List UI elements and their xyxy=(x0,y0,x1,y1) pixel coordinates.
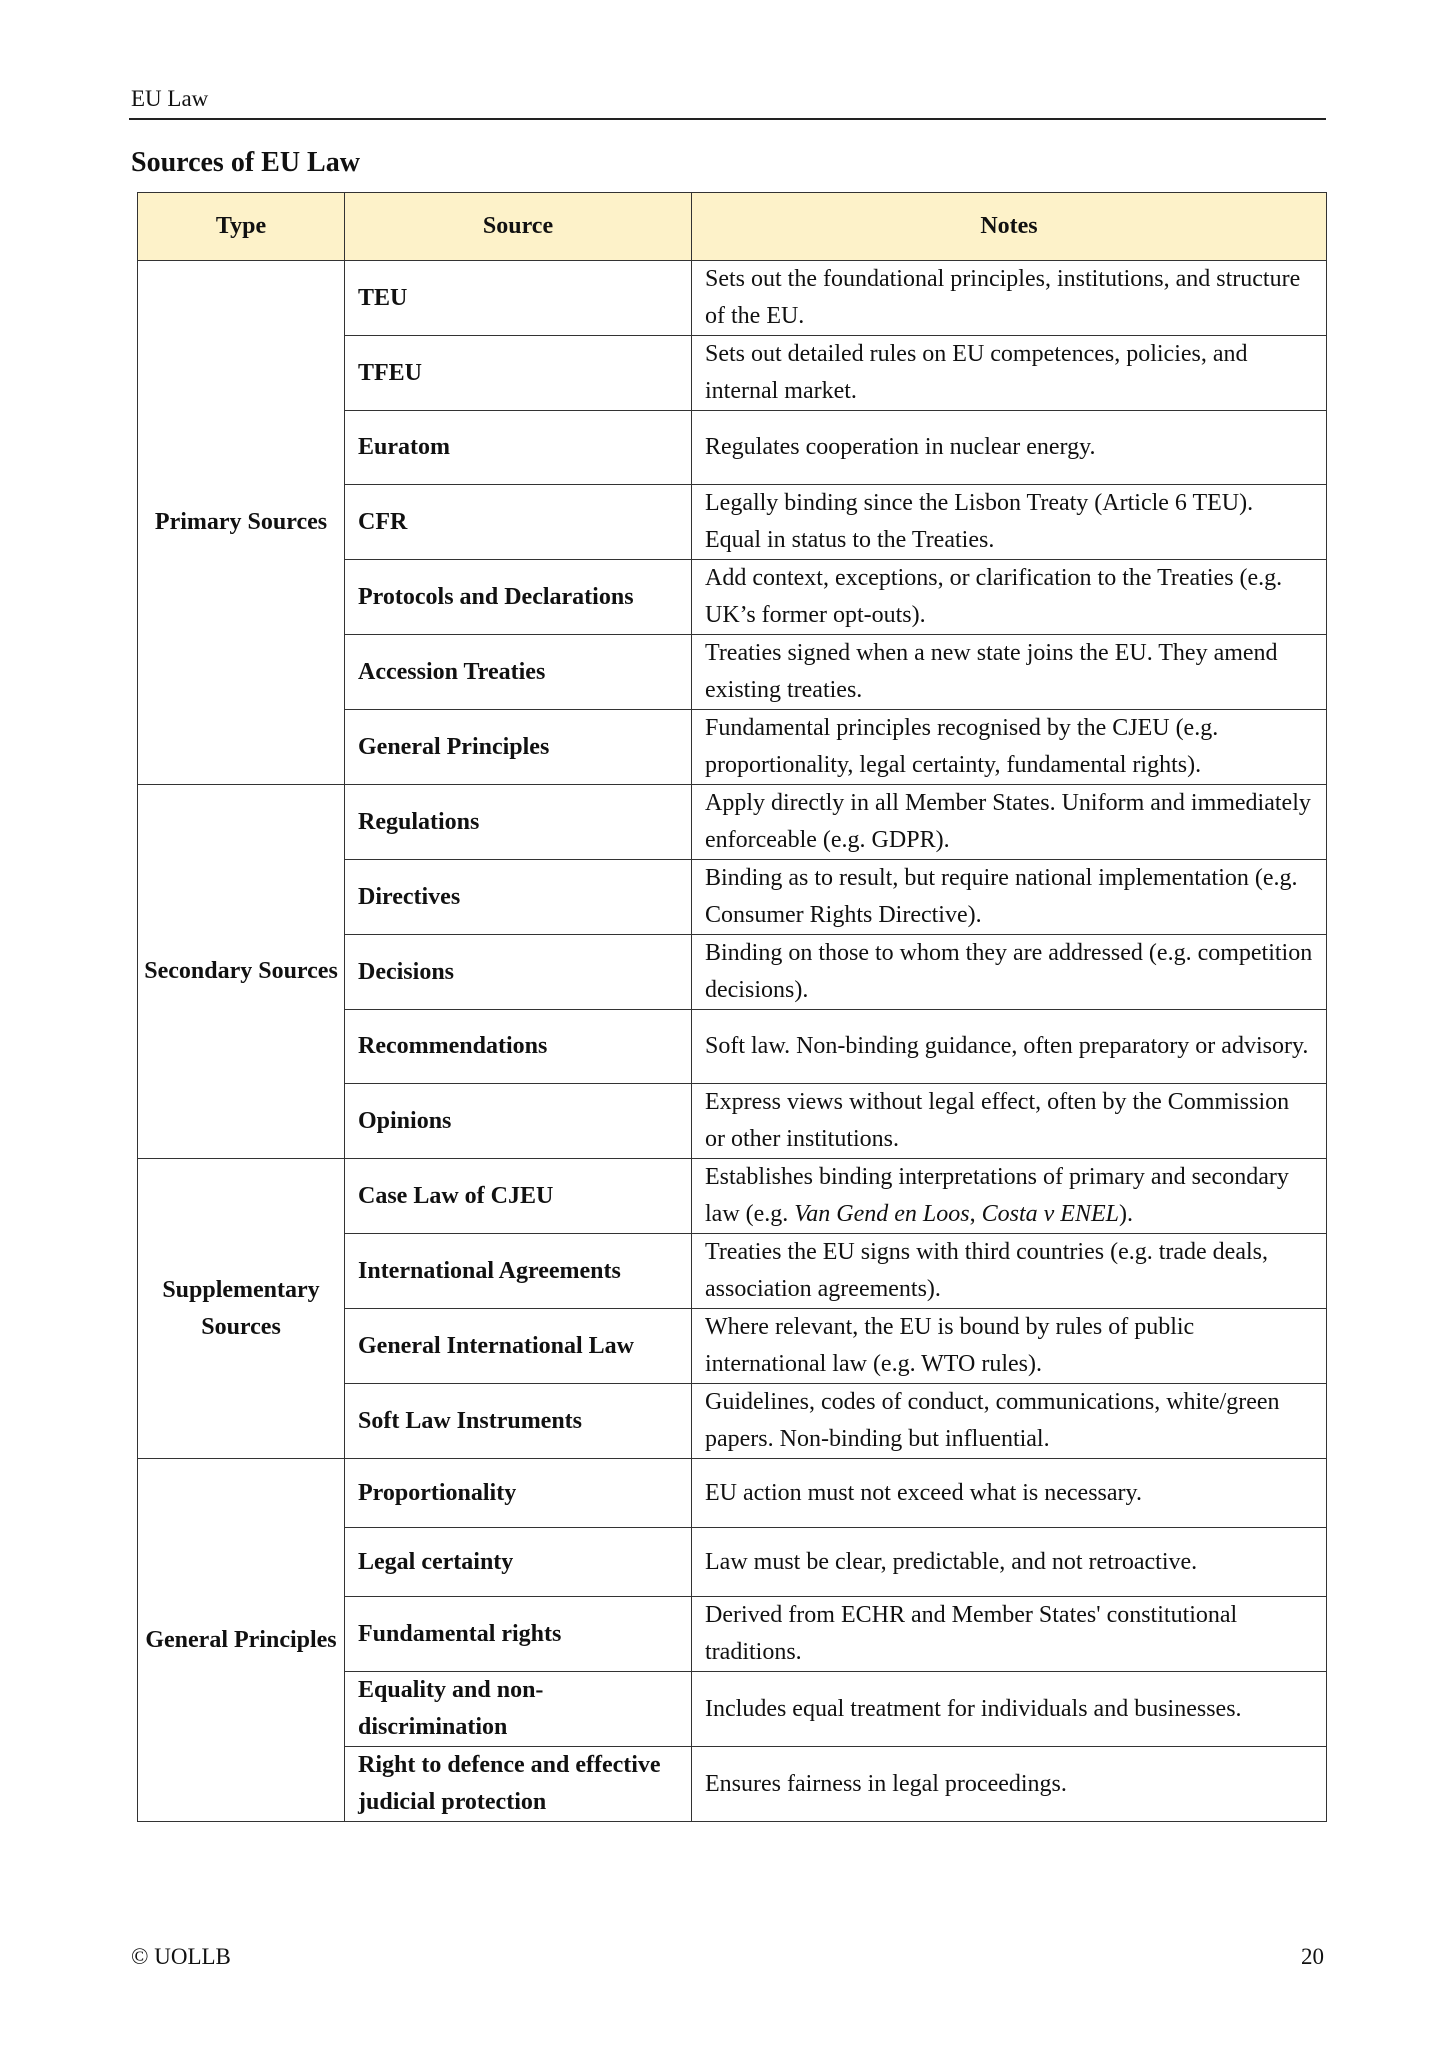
table-row: Equality and non-discrimination Includes … xyxy=(138,1671,1327,1747)
notes-cell: Legally binding since the Lisbon Treaty … xyxy=(691,484,1327,560)
type-cell: Supplementary Sources xyxy=(137,1158,345,1459)
column-header-source: Source xyxy=(344,192,692,261)
notes-cell: Apply directly in all Member States. Uni… xyxy=(691,784,1327,860)
notes-text: Establishes binding interpretations of p… xyxy=(705,1164,1289,1227)
page-number: 20 xyxy=(1301,1944,1324,1969)
table-row: Accession Treaties Treaties signed when a… xyxy=(138,634,1327,710)
notes-text: ). xyxy=(1118,1201,1133,1227)
notes-cell: Add context, exceptions, or clarificatio… xyxy=(691,559,1327,635)
running-header: EU Law xyxy=(131,86,209,111)
source-cell: General International Law xyxy=(344,1308,692,1384)
source-cell: TFEU xyxy=(344,335,692,411)
notes-cell: Derived from ECHR and Member States' con… xyxy=(691,1596,1327,1672)
type-cell: Primary Sources xyxy=(137,260,345,785)
table-row: Directives Binding as to result, but requ… xyxy=(138,859,1327,935)
table-row: General Principles Fundamental principles… xyxy=(138,709,1327,785)
section-title: Sources of EU Law xyxy=(131,147,360,178)
notes-cell: Law must be clear, predictable, and not … xyxy=(691,1527,1327,1597)
table-row: CFR Legally binding since the Lisbon Trea… xyxy=(138,484,1327,560)
source-cell: Opinions xyxy=(344,1083,692,1159)
header-rule xyxy=(129,118,1326,120)
source-cell: Directives xyxy=(344,859,692,935)
source-cell: Soft Law Instruments xyxy=(344,1383,692,1459)
source-cell: Regulations xyxy=(344,784,692,860)
source-cell: General Principles xyxy=(344,709,692,785)
source-cell: Proportionality xyxy=(344,1458,692,1528)
table-row: TFEU Sets out detailed rules on EU compet… xyxy=(138,335,1327,411)
table-row: Secondary Sources Regulations Apply direct… xyxy=(137,784,1327,1159)
notes-cell: Sets out the foundational principles, in… xyxy=(691,260,1327,336)
table-row: Fundamental rights Derived from ECHR and … xyxy=(138,1596,1327,1672)
sources-table: Type Source Notes Primary Sources TEU Sets… xyxy=(137,192,1327,1822)
source-cell: Fundamental rights xyxy=(344,1596,692,1672)
notes-cell: EU action must not exceed what is necess… xyxy=(691,1458,1327,1528)
notes-cell: Soft law. Non-binding guidance, often pr… xyxy=(691,1009,1327,1084)
source-cell: Legal certainty xyxy=(344,1527,692,1597)
table-row: Protocols and Declarations Add context, e… xyxy=(138,559,1327,635)
source-cell: International Agreements xyxy=(344,1233,692,1309)
source-cell: Accession Treaties xyxy=(344,634,692,710)
table-row: Euratom Regulates cooperation in nuclear … xyxy=(138,410,1327,485)
notes-cell: Binding as to result, but require nation… xyxy=(691,859,1327,935)
source-cell: Equality and non-discrimination xyxy=(344,1671,692,1747)
table-row: General International Law Where relevant,… xyxy=(138,1308,1327,1384)
notes-cell: Regulates cooperation in nuclear energy. xyxy=(691,410,1327,485)
notes-cell: Includes equal treatment for individuals… xyxy=(691,1671,1327,1747)
type-cell: General Principles xyxy=(137,1458,345,1822)
column-header-notes: Notes xyxy=(691,192,1327,261)
notes-cell: Where relevant, the EU is bound by rules… xyxy=(691,1308,1327,1384)
case-name: Van Gend en Loos xyxy=(794,1201,970,1227)
notes-text: , xyxy=(969,1201,982,1227)
table-header-row: Type Source Notes xyxy=(137,192,1327,261)
table-row: Legal certainty Law must be clear, predic… xyxy=(138,1527,1327,1597)
notes-cell: Ensures fairness in legal proceedings. xyxy=(691,1746,1327,1822)
source-cell: Right to defence and effective judicial … xyxy=(344,1746,692,1822)
source-cell: CFR xyxy=(344,484,692,560)
notes-cell: Express views without legal effect, ofte… xyxy=(691,1083,1327,1159)
notes-cell: Treaties the EU signs with third countri… xyxy=(691,1233,1327,1309)
table-row: General Principles Proportionality EU acti… xyxy=(137,1458,1327,1822)
notes-cell: Establishes binding interpretations of p… xyxy=(691,1158,1327,1234)
table-row: Opinions Express views without legal effe… xyxy=(138,1083,1327,1159)
table-row: Soft Law Instruments Guidelines, codes of… xyxy=(138,1383,1327,1459)
source-cell: Recommendations xyxy=(344,1009,692,1084)
table-row: Right to defence and effective judicial … xyxy=(138,1746,1327,1822)
source-cell: TEU xyxy=(344,260,692,336)
notes-cell: Guidelines, codes of conduct, communicat… xyxy=(691,1383,1327,1459)
notes-cell: Binding on those to whom they are addres… xyxy=(691,934,1327,1010)
table-row: Supplementary Sources Case Law of CJEU Est… xyxy=(137,1158,1327,1459)
source-cell: Decisions xyxy=(344,934,692,1010)
source-cell: Protocols and Declarations xyxy=(344,559,692,635)
footer-copyright: © UOLLB xyxy=(131,1944,231,1969)
table-row: Primary Sources TEU Sets out the foundatio… xyxy=(137,260,1327,785)
column-header-type: Type xyxy=(137,192,345,261)
notes-cell: Fundamental principles recognised by the… xyxy=(691,709,1327,785)
table-row: Decisions Binding on those to whom they a… xyxy=(138,934,1327,1010)
table-row: Recommendations Soft law. Non-binding gui… xyxy=(138,1009,1327,1084)
notes-cell: Sets out detailed rules on EU competence… xyxy=(691,335,1327,411)
case-name: Costa v ENEL xyxy=(981,1201,1119,1227)
source-cell: Euratom xyxy=(344,410,692,485)
notes-cell: Treaties signed when a new state joins t… xyxy=(691,634,1327,710)
type-cell: Secondary Sources xyxy=(137,784,345,1159)
source-cell: Case Law of CJEU xyxy=(344,1158,692,1234)
